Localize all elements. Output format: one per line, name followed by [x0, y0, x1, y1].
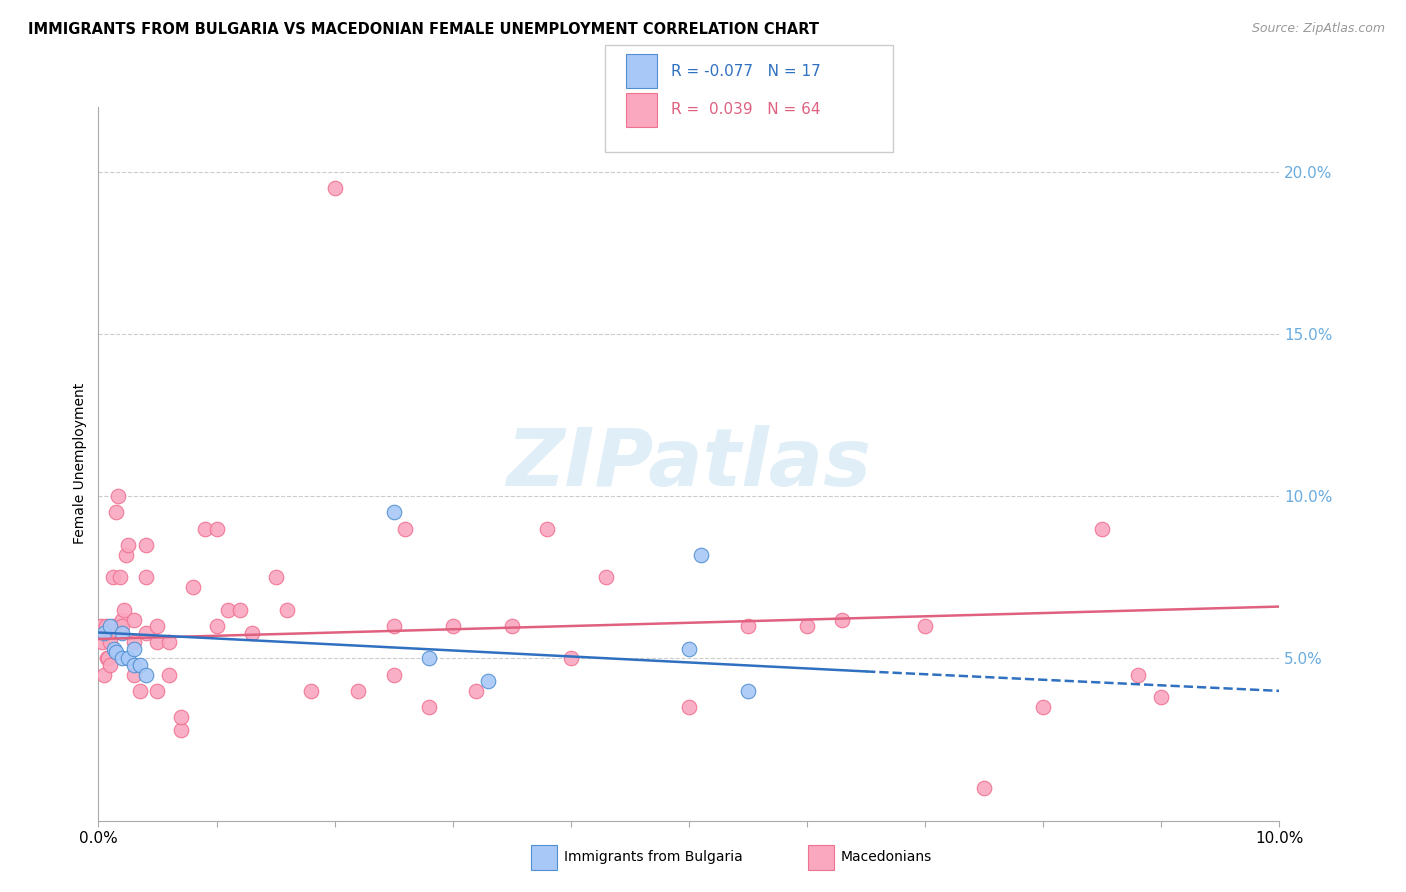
Point	[205, 619, 228, 633]
Point	[98, 657, 121, 672]
Point	[205, 522, 228, 536]
Point	[122, 613, 145, 627]
Point	[105, 506, 128, 520]
Point	[128, 657, 150, 672]
Point	[1126, 667, 1149, 681]
Point	[135, 570, 157, 584]
Point	[299, 684, 322, 698]
Point	[111, 613, 134, 627]
Point	[103, 641, 125, 656]
Point	[90, 619, 112, 633]
Point	[382, 506, 405, 520]
Point	[418, 651, 440, 665]
Point	[595, 570, 617, 584]
Point	[1032, 700, 1054, 714]
Text: Immigrants from Bulgaria: Immigrants from Bulgaria	[564, 850, 742, 864]
Point	[418, 700, 440, 714]
Point	[93, 625, 115, 640]
Point	[973, 781, 995, 796]
Point	[135, 667, 157, 681]
Point	[394, 522, 416, 536]
Point	[93, 667, 115, 681]
Point	[128, 684, 150, 698]
Point	[382, 619, 405, 633]
Text: Macedonians: Macedonians	[841, 850, 932, 864]
Point	[97, 651, 120, 665]
Point	[117, 651, 139, 665]
Text: Source: ZipAtlas.com: Source: ZipAtlas.com	[1251, 22, 1385, 36]
Point	[170, 710, 193, 724]
Point	[135, 625, 157, 640]
Point	[146, 619, 169, 633]
Point	[678, 700, 700, 714]
Point	[157, 635, 180, 649]
Point	[98, 619, 121, 633]
Point	[501, 619, 523, 633]
Point	[157, 667, 180, 681]
Point	[536, 522, 558, 536]
Point	[105, 645, 128, 659]
Point	[170, 723, 193, 737]
Point	[441, 619, 464, 633]
Point	[103, 619, 125, 633]
Y-axis label: Female Unemployment: Female Unemployment	[73, 384, 87, 544]
Text: R = -0.077   N = 17: R = -0.077 N = 17	[671, 64, 821, 78]
Point	[194, 522, 217, 536]
Point	[264, 570, 287, 584]
Point	[111, 625, 134, 640]
Point	[117, 538, 139, 552]
Point	[122, 667, 145, 681]
Point	[240, 625, 263, 640]
Point	[111, 619, 134, 633]
Point	[96, 651, 118, 665]
Text: R =  0.039   N = 64: R = 0.039 N = 64	[671, 103, 820, 117]
Point	[112, 603, 135, 617]
Point	[465, 684, 488, 698]
Point	[382, 667, 405, 681]
Point	[114, 548, 136, 562]
Point	[146, 635, 169, 649]
Point	[107, 489, 129, 503]
Point	[831, 613, 853, 627]
Point	[108, 570, 131, 584]
Point	[323, 181, 346, 195]
Text: IMMIGRANTS FROM BULGARIA VS MACEDONIAN FEMALE UNEMPLOYMENT CORRELATION CHART: IMMIGRANTS FROM BULGARIA VS MACEDONIAN F…	[28, 22, 820, 37]
Point	[914, 619, 936, 633]
Point	[122, 657, 145, 672]
Point	[678, 641, 700, 656]
Point	[1091, 522, 1114, 536]
Point	[737, 619, 759, 633]
Point	[477, 674, 499, 689]
Point	[101, 570, 124, 584]
Point	[122, 641, 145, 656]
Point	[347, 684, 370, 698]
Point	[737, 684, 759, 698]
Point	[135, 538, 157, 552]
Point	[689, 548, 711, 562]
Point	[91, 635, 114, 649]
Text: ZIPatlas: ZIPatlas	[506, 425, 872, 503]
Point	[111, 651, 134, 665]
Point	[94, 619, 117, 633]
Point	[217, 603, 239, 617]
Point	[560, 651, 582, 665]
Point	[146, 684, 169, 698]
Point	[181, 580, 204, 594]
Point	[276, 603, 298, 617]
Point	[229, 603, 252, 617]
Point	[122, 635, 145, 649]
Point	[1150, 690, 1173, 705]
Point	[796, 619, 818, 633]
Point	[98, 635, 121, 649]
